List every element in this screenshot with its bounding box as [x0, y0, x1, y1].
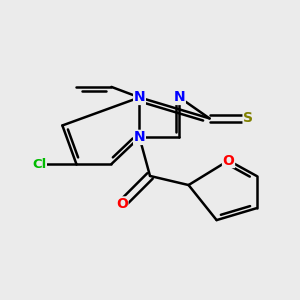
Text: N: N: [134, 130, 145, 144]
Text: O: O: [116, 197, 128, 211]
Text: Cl: Cl: [32, 158, 46, 170]
Text: S: S: [243, 112, 253, 125]
Text: O: O: [223, 154, 235, 167]
Text: N: N: [134, 90, 145, 104]
Text: N: N: [174, 90, 185, 104]
